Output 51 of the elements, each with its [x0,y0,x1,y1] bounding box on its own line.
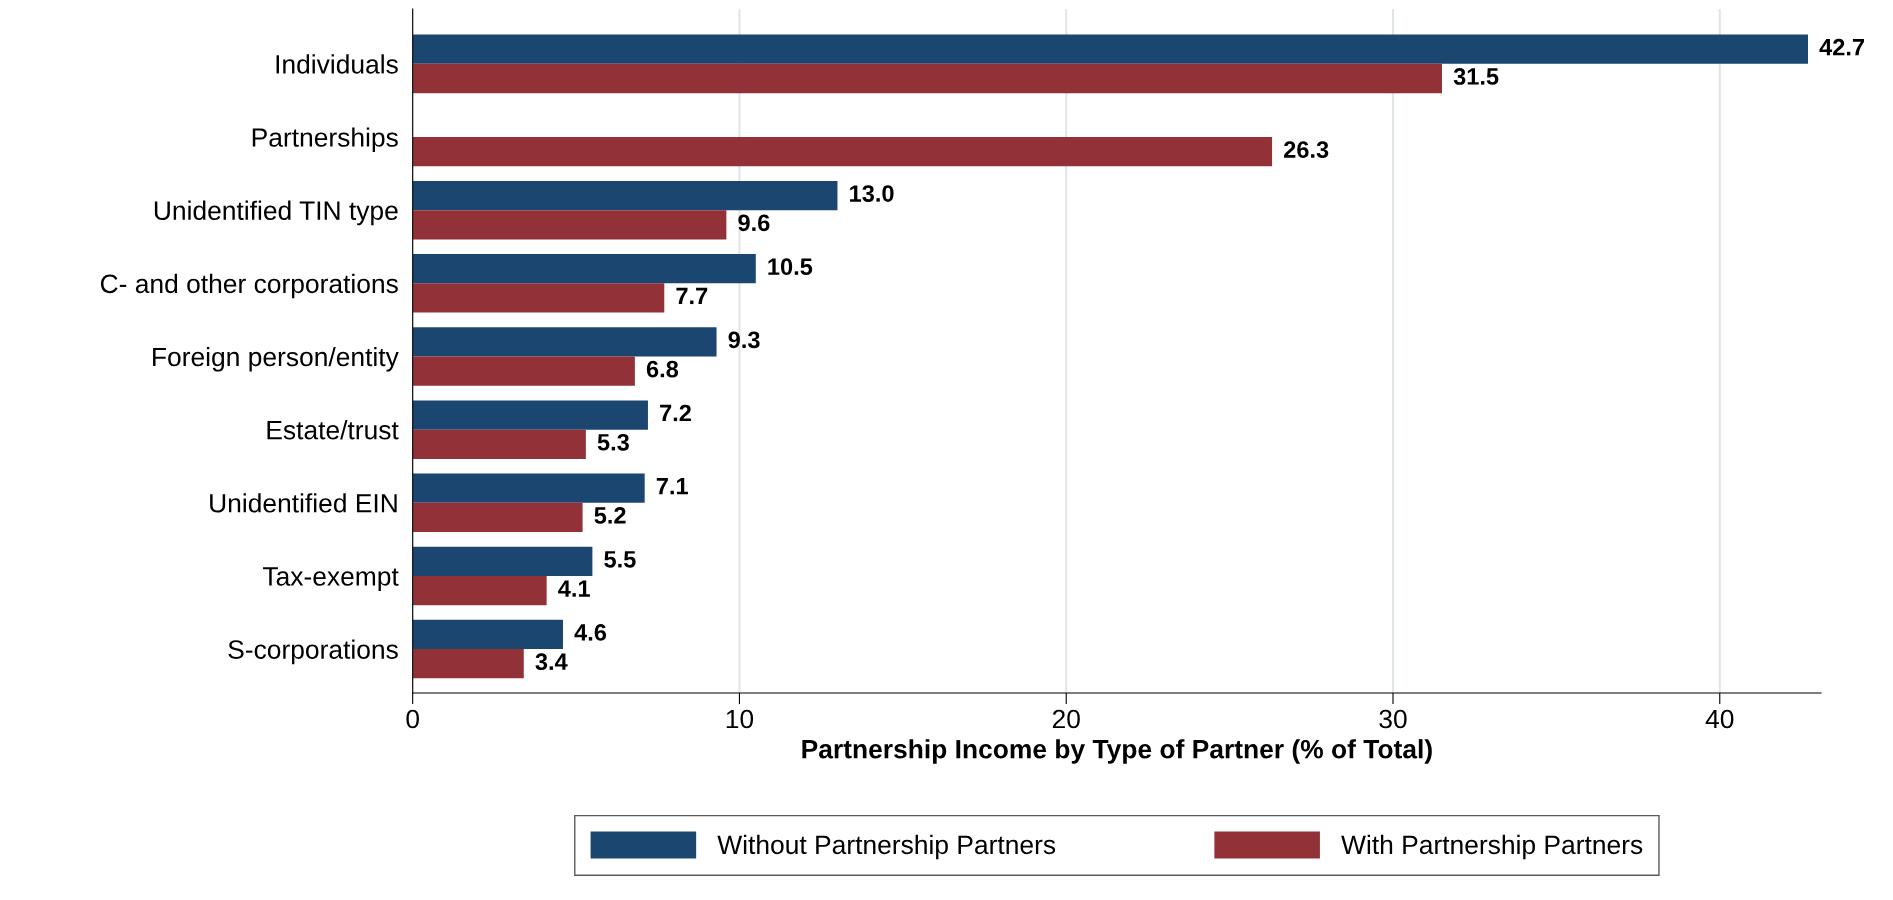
x-tick-label: 30 [1379,709,1407,729]
bar [412,429,586,459]
bar [412,502,583,533]
y-tick-label: Unidentified EIN [210,493,397,513]
bar [412,283,665,313]
bar [412,137,1273,167]
data-label: 7.2 [660,404,691,422]
legend-label: With Partnership Partners [1341,834,1643,860]
data-label: 9.3 [728,331,760,349]
data-label: 10.5 [768,258,813,276]
y-tick-label: C- and other corporations [100,273,398,299]
data-label: 7.7 [676,287,708,305]
data-label: 42.7 [1819,38,1865,56]
y-tick-label: Tax-exempt [263,567,399,591]
y-tick-label: Foreign person/entity [153,346,399,372]
bar [412,356,635,386]
bar [412,34,1808,64]
x-axis-title: Partnership Income by Type of Partner (% of Total) [802,739,1432,764]
y-tick-label: Partnerships [252,127,398,153]
data-label: 13.0 [850,185,894,202]
bar [412,400,648,430]
data-label: 9.6 [738,214,770,232]
x-tick-label: 40 [1705,709,1734,729]
bar [412,619,563,650]
bar [412,546,593,576]
bar [412,575,547,606]
data-label: 4.1 [558,580,590,597]
data-label: 6.8 [646,360,679,378]
data-label: 3.4 [535,653,568,671]
bar [412,473,645,503]
y-tick-label: Individuals [276,54,398,74]
bar [412,180,838,211]
data-label: 4.6 [574,624,607,641]
data-label: 31.5 [1453,68,1499,85]
bar [412,649,524,679]
data-label: 5.2 [594,507,626,524]
data-label: 26.3 [1284,141,1329,159]
bar [412,327,717,357]
data-label: 5.3 [597,433,629,451]
legend-label: Without Partnership Partners [717,834,1056,860]
bar [412,254,756,284]
y-tick-label: Unidentified TIN type [154,200,398,226]
data-label: 5.5 [604,551,636,568]
x-tick-label: 0 [406,709,419,729]
bar [412,210,727,240]
y-tick-label: S-corporations [228,639,398,665]
data-label: 7.1 [656,478,688,495]
x-tick-label: 20 [1052,709,1080,729]
y-tick-label: Estate/trust [267,420,399,440]
x-tick-label: 10 [726,709,754,729]
bar [412,63,1443,94]
